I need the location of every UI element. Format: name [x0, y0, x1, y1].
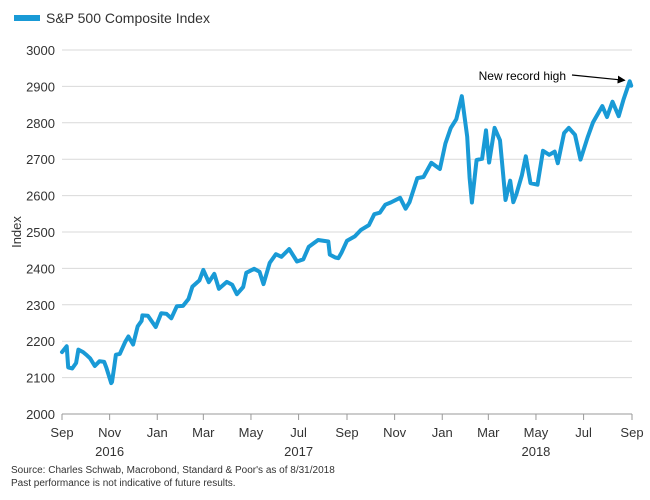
y-tick-label: 2100 — [26, 371, 55, 386]
annotation-label: New record high — [479, 69, 566, 83]
x-tick-label: Mar — [192, 425, 215, 440]
source-footnote: Source: Charles Schwab, Macrobond, Stand… — [11, 465, 335, 476]
x-year-label: 2017 — [284, 444, 313, 459]
series-line — [60, 79, 634, 386]
disclaimer-footnote: Past performance is not indicative of fu… — [11, 478, 236, 489]
y-tick-label: 2800 — [26, 116, 55, 131]
x-tick-label: Nov — [383, 425, 407, 440]
legend-label: S&P 500 Composite Index — [46, 10, 210, 26]
y-tick-label: 2300 — [26, 298, 55, 313]
x-year-label: 2016 — [95, 444, 124, 459]
y-tick-label: 2200 — [26, 334, 55, 349]
y-tick-label: 2600 — [26, 189, 55, 204]
y-axis-title: Index — [9, 216, 24, 248]
x-tick-label: Jul — [290, 425, 307, 440]
x-tick-label: Jan — [432, 425, 453, 440]
x-year-label: 2018 — [521, 444, 550, 459]
x-tick-label: Sep — [620, 425, 643, 440]
y-tick-label: 2500 — [26, 225, 55, 240]
y-tick-label: 2000 — [26, 407, 55, 422]
x-tick-label: Jul — [575, 425, 592, 440]
x-tick-label: Mar — [477, 425, 500, 440]
x-tick-label: Jan — [147, 425, 168, 440]
y-tick-label: 2400 — [26, 261, 55, 276]
x-tick-label: May — [239, 425, 264, 440]
annotation-arrow — [571, 74, 626, 84]
annotation-layer: New record high — [479, 69, 626, 84]
legend-swatch — [14, 15, 40, 21]
x-tick-label: Sep — [335, 425, 358, 440]
y-tick-label: 2700 — [26, 152, 55, 167]
series-layer — [60, 79, 634, 386]
x-tick-label: Sep — [50, 425, 73, 440]
y-tick-label: 2900 — [26, 79, 55, 94]
x-tick-label: May — [524, 425, 549, 440]
y-axis-ticks: 2000 2100 2200 2300 2400 2500 2600 2700 2800 2900… — [26, 43, 55, 422]
legend: S&P 500 Composite Index — [14, 10, 210, 26]
x-tick-label: Nov — [98, 425, 122, 440]
y-tick-label: 3000 — [26, 43, 55, 58]
x-axis-ticks: Sep Nov Jan Mar May Jul Sep Nov Jan Mar May Jul Sep 2… — [50, 414, 644, 459]
gridlines — [62, 49, 632, 415]
chart: 2000 2100 2200 2300 2400 2500 2600 2700 2800 2900… — [9, 10, 644, 459]
